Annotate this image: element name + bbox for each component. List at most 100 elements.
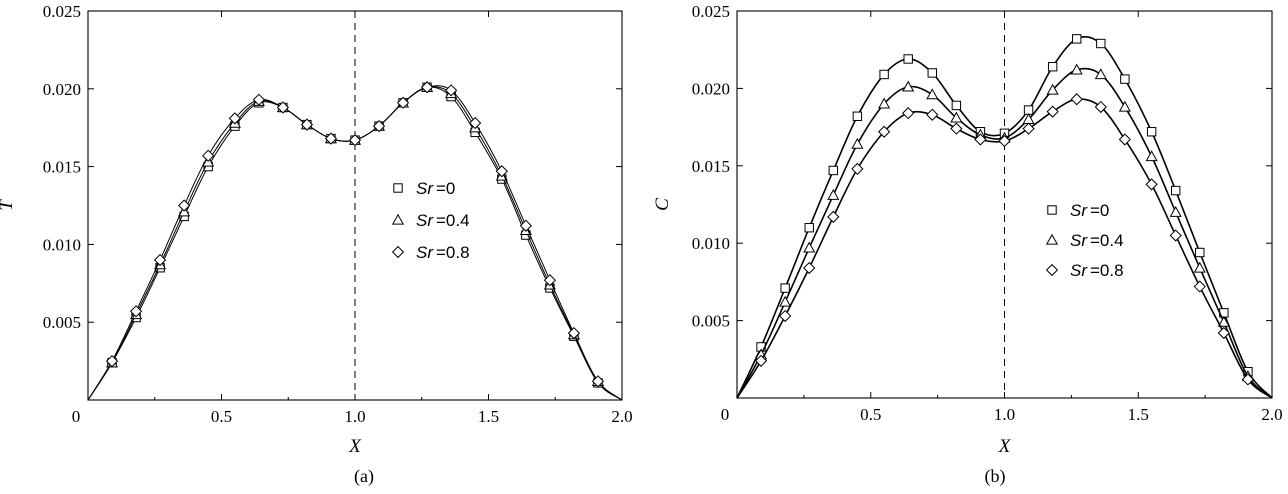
data-point [348, 134, 362, 147]
legend-symbol: Sr [1070, 231, 1088, 250]
data-point [567, 326, 581, 340]
data-point [469, 116, 482, 130]
data-point [903, 54, 913, 64]
data-point [851, 137, 864, 149]
series-diamond [736, 93, 1273, 399]
data-point [105, 354, 119, 368]
legend-value: =0.8 [1090, 261, 1124, 280]
x-tick-label: 2.0 [611, 407, 632, 426]
y-axis-label: T [0, 199, 17, 211]
legend-marker [1045, 263, 1059, 277]
legend-marker [1045, 233, 1059, 245]
data-point [754, 354, 768, 367]
data-point [1094, 68, 1107, 80]
data-point [1022, 122, 1035, 135]
legend-value: =0 [1090, 201, 1109, 220]
data-point [902, 107, 915, 120]
legend-label: Sr =0.8 [416, 243, 470, 262]
data-point [324, 132, 338, 145]
data-point [1118, 100, 1131, 112]
legend-value: =0.4 [436, 211, 470, 230]
x-tick-label: 1.0 [344, 407, 365, 426]
data-point [1096, 38, 1106, 49]
data-point [827, 188, 840, 200]
data-point [1094, 100, 1107, 114]
data-point [1047, 62, 1058, 72]
data-point [1120, 74, 1130, 84]
data-point [780, 283, 790, 293]
data-point [878, 97, 891, 109]
data-point [1118, 133, 1131, 146]
data-point [396, 96, 410, 109]
data-point [1193, 280, 1206, 293]
x-tick-label: 0 [721, 405, 730, 424]
data-point [178, 199, 191, 212]
y-tick-label: 0.010 [692, 234, 730, 253]
data-point [1023, 105, 1034, 115]
data-point [803, 261, 816, 275]
data-point [372, 120, 386, 133]
data-point [519, 219, 532, 232]
data-point [228, 112, 241, 125]
x-tick-label: 0.5 [860, 405, 881, 424]
data-point [950, 122, 963, 135]
data-point [1217, 315, 1230, 327]
data-point [804, 223, 814, 233]
legend-symbol: Sr [416, 243, 434, 262]
data-point [1195, 247, 1205, 258]
data-point [445, 84, 458, 97]
legend-label: Sr =0 [1070, 201, 1109, 220]
y-tick-label: 0.020 [43, 80, 81, 99]
data-point [950, 111, 963, 123]
legend-value: =0 [436, 179, 455, 198]
data-point [1193, 261, 1206, 273]
x-axis-label: X [348, 436, 362, 457]
data-point [1241, 373, 1255, 386]
data-point [1072, 34, 1082, 44]
legend-symbol: Sr [416, 211, 434, 230]
data-point [153, 253, 167, 267]
data-point [902, 80, 915, 92]
y-tick-label: 0.015 [692, 157, 730, 176]
y-tick-label: 0.020 [692, 79, 730, 98]
data-point [420, 81, 434, 94]
data-point [276, 101, 290, 114]
data-point [495, 165, 508, 178]
data-point [1217, 326, 1230, 340]
data-point [1169, 206, 1182, 217]
legend-label: Sr =0.4 [1070, 231, 1124, 250]
panel-caption: (b) [985, 466, 1006, 487]
legend-marker [391, 245, 405, 259]
x-tick-label: 1.0 [994, 405, 1015, 424]
y-tick-label: 0.025 [43, 2, 81, 21]
data-point [974, 133, 987, 146]
y-tick-label: 0.015 [43, 158, 81, 177]
data-point [1046, 105, 1059, 118]
legend-label: Sr =0.4 [416, 211, 470, 230]
chart-panel-b: 0 0.5 1.0 1.5 2.0 0.005 0.010 0.015 0.020 0.025 X C… [652, 2, 1283, 487]
x-tick-label: 1.5 [478, 407, 499, 426]
legend-value: =0.8 [436, 243, 470, 262]
data-point [1171, 185, 1181, 196]
data-point [1070, 93, 1083, 106]
legend-marker [391, 213, 405, 225]
legend-marker [393, 183, 403, 193]
legend-symbol: Sr [1070, 201, 1088, 220]
legend-symbol: Sr [416, 179, 434, 198]
data-point [851, 162, 864, 176]
y-axis-label: C [652, 198, 673, 211]
data-point [779, 309, 792, 323]
panel-caption: (a) [354, 466, 374, 487]
y-tick-label: 0.005 [43, 313, 81, 332]
legend-symbol: Sr [1070, 261, 1088, 280]
legend-label: Sr =0 [416, 179, 455, 198]
data-point [300, 118, 314, 131]
x-tick-label: 2.0 [1261, 405, 1282, 424]
data-point [1070, 63, 1083, 75]
x-axis-label: X [998, 436, 1012, 457]
data-point [1046, 83, 1059, 95]
series-diamond [87, 81, 623, 401]
data-point [878, 125, 891, 138]
data-point [927, 68, 937, 78]
